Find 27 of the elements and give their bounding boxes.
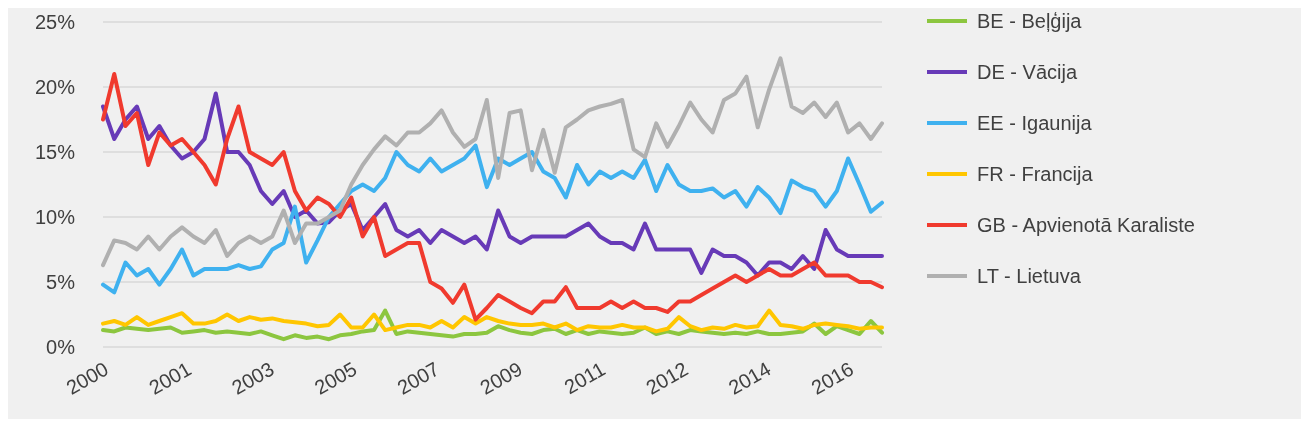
x-tick-label: 2011 xyxy=(560,357,609,399)
line-series xyxy=(101,143,884,295)
legend-label: DE - Vācija xyxy=(977,61,1078,83)
y-tick-label: 25% xyxy=(34,11,76,33)
y-tick-label: 15% xyxy=(34,141,76,163)
y-tick-label: 5% xyxy=(46,271,76,293)
x-tick-label: 2001 xyxy=(145,357,195,399)
legend-label: EE - Igaunija xyxy=(977,112,1093,134)
legend-label: GB - Apvienotā Karaliste xyxy=(977,214,1195,236)
line-series xyxy=(101,56,884,268)
x-tick-label: 2016 xyxy=(807,357,858,399)
x-tick-label: 2014 xyxy=(724,357,775,399)
y-tick-label: 10% xyxy=(34,206,76,228)
x-tick-label: 2009 xyxy=(476,357,526,399)
y-tick-label: 20% xyxy=(34,76,76,98)
legend-label: FR - Francija xyxy=(977,163,1094,185)
line-series xyxy=(101,72,884,322)
x-tick-label: 2003 xyxy=(228,357,278,399)
line-series xyxy=(101,308,884,334)
x-tick-label: 2012 xyxy=(642,357,692,399)
legend-label: BE - Beļģija xyxy=(977,10,1083,32)
line-series xyxy=(101,308,884,342)
y-tick-label: 0% xyxy=(46,336,76,358)
x-tick-label: 2000 xyxy=(62,357,112,399)
x-tick-label: 2005 xyxy=(310,357,361,399)
x-tick-label: 2007 xyxy=(393,357,444,399)
legend-label: LT - Lietuva xyxy=(977,265,1082,287)
